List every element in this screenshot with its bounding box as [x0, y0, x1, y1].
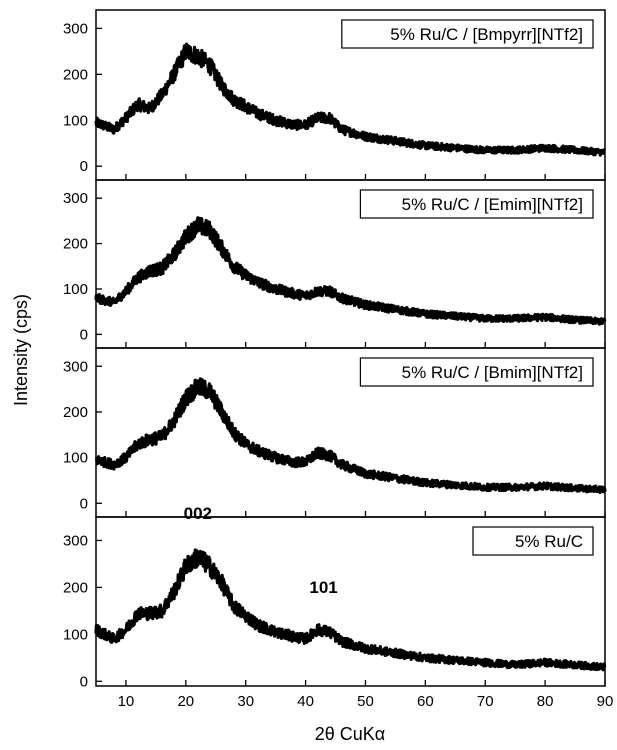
legend-box — [359, 357, 594, 387]
panel-4: 0 100 200 300 5% Ru/C 002 101 — [63, 504, 607, 690]
x-tick-label: 90 — [597, 693, 614, 710]
y-tick-label: 0 — [80, 673, 88, 690]
y-tick-label: 300 — [63, 20, 88, 37]
x-tick-label: 30 — [237, 693, 254, 710]
legend-label: 5% Ru/C / [Emim][NTf2] — [402, 195, 583, 214]
y-tick-label: 300 — [63, 358, 88, 375]
y-tick-label: 300 — [63, 532, 88, 549]
y-axis-title: Intensity (cps) — [11, 294, 31, 406]
x-tick-label: 50 — [357, 693, 374, 710]
x-axis-title: 2θ CuKα — [315, 724, 385, 744]
series-line — [94, 377, 607, 495]
y-tick-label: 100 — [63, 450, 88, 467]
x-tick-label: 40 — [297, 693, 314, 710]
series-line — [94, 548, 607, 672]
y-tick-label: 200 — [63, 236, 88, 253]
x-tick-label: 70 — [477, 693, 494, 710]
panel-frame — [95, 516, 606, 687]
panel-3: 0 100 200 300 5% Ru/C / [Bmim][NTf2] — [63, 347, 607, 518]
panels-layer: 0 100 200 300 5% Ru/C / [Bmpyrr][NTf2] 0 100 20… — [63, 9, 607, 690]
peak-annotation: 002 — [184, 504, 212, 523]
y-tick-label: 200 — [63, 66, 88, 83]
panel-2: 0 100 200 300 5% Ru/C / [Emim][NTf2] — [63, 179, 607, 349]
legend-box — [359, 189, 594, 219]
y-tick-label: 0 — [80, 326, 88, 343]
x-tick-label: 20 — [177, 693, 194, 710]
legend-label: 5% Ru/C — [515, 532, 583, 551]
y-tick-label: 200 — [63, 404, 88, 421]
legend-label: 5% Ru/C / [Bmpyrr][NTf2] — [390, 25, 583, 44]
y-tick-label: 100 — [63, 281, 88, 298]
x-tick-label: 10 — [118, 693, 135, 710]
peak-annotation: 101 — [309, 578, 337, 597]
legend-box — [472, 526, 594, 556]
y-tick-label: 300 — [63, 190, 88, 207]
y-tick-label: 100 — [63, 626, 88, 643]
y-tick-label: 0 — [80, 158, 88, 175]
legend-box — [341, 19, 594, 49]
y-tick-label: 100 — [63, 112, 88, 129]
panel-1: 0 100 200 300 5% Ru/C / [Bmpyrr][NTf2] — [63, 9, 607, 181]
x-tick-label: 80 — [537, 693, 554, 710]
y-tick-label: 0 — [80, 495, 88, 512]
x-axis: 10 20 30 40 50 60 70 80 90 — [118, 693, 614, 710]
legend-label: 5% Ru/C / [Bmim][NTf2] — [402, 363, 583, 382]
y-tick-label: 200 — [63, 579, 88, 596]
series-line — [94, 42, 607, 157]
series-line — [94, 216, 607, 326]
x-tick-label: 60 — [417, 693, 434, 710]
